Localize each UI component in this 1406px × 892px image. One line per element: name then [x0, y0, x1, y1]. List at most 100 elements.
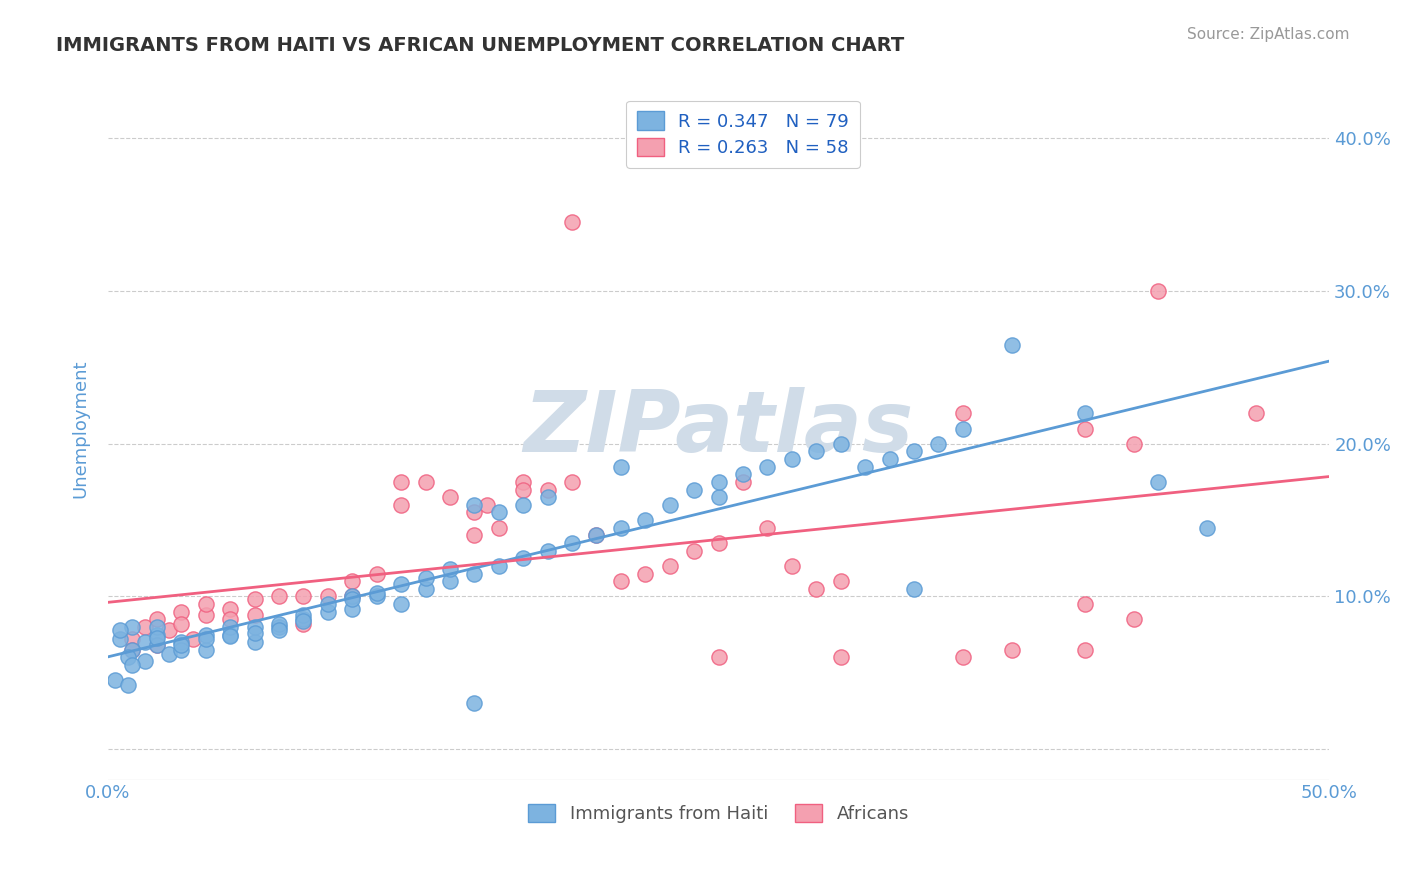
Point	[585, 528, 607, 542]
Point	[537, 483, 560, 497]
Point	[1122, 437, 1144, 451]
Point	[756, 459, 779, 474]
Point	[243, 592, 266, 607]
Point	[170, 643, 193, 657]
Point	[658, 498, 681, 512]
Point	[658, 558, 681, 573]
Point	[117, 678, 139, 692]
Point	[183, 632, 205, 647]
Point	[415, 582, 437, 596]
Point	[1074, 406, 1097, 420]
Point	[439, 562, 461, 576]
Point	[219, 601, 242, 615]
Point	[389, 475, 412, 489]
Point	[389, 597, 412, 611]
Point	[952, 406, 974, 420]
Point	[366, 590, 388, 604]
Point	[561, 536, 583, 550]
Point	[415, 475, 437, 489]
Point	[117, 650, 139, 665]
Point	[1244, 406, 1267, 420]
Point	[108, 623, 131, 637]
Point	[121, 620, 143, 634]
Point	[342, 601, 364, 615]
Point	[219, 620, 242, 634]
Point	[756, 521, 779, 535]
Point	[1197, 521, 1219, 535]
Point	[134, 635, 156, 649]
Legend: Immigrants from Haiti, Africans: Immigrants from Haiti, Africans	[517, 793, 920, 834]
Point	[707, 650, 730, 665]
Point	[463, 696, 485, 710]
Point	[170, 605, 193, 619]
Point	[879, 452, 901, 467]
Point	[415, 571, 437, 585]
Point	[146, 638, 169, 652]
Point	[683, 543, 706, 558]
Point	[952, 421, 974, 435]
Point	[634, 513, 657, 527]
Point	[121, 632, 143, 647]
Point	[463, 528, 485, 542]
Point	[512, 475, 534, 489]
Point	[267, 623, 290, 637]
Point	[194, 627, 217, 641]
Point	[610, 459, 633, 474]
Point	[561, 215, 583, 229]
Point	[1074, 421, 1097, 435]
Point	[342, 592, 364, 607]
Point	[537, 543, 560, 558]
Point	[731, 467, 754, 482]
Point	[1074, 597, 1097, 611]
Point	[134, 620, 156, 634]
Point	[316, 605, 339, 619]
Point	[439, 574, 461, 589]
Point	[830, 650, 852, 665]
Point	[780, 558, 803, 573]
Point	[108, 632, 131, 647]
Point	[439, 490, 461, 504]
Point	[463, 506, 485, 520]
Point	[146, 631, 169, 645]
Point	[316, 590, 339, 604]
Point	[292, 607, 315, 622]
Point	[610, 521, 633, 535]
Point	[585, 528, 607, 542]
Point	[927, 437, 949, 451]
Point	[243, 607, 266, 622]
Point	[170, 616, 193, 631]
Point	[219, 612, 242, 626]
Point	[610, 574, 633, 589]
Point	[267, 616, 290, 631]
Point	[488, 558, 510, 573]
Point	[157, 623, 180, 637]
Point	[707, 490, 730, 504]
Point	[292, 614, 315, 628]
Point	[146, 627, 169, 641]
Point	[292, 612, 315, 626]
Point	[292, 616, 315, 631]
Point	[853, 459, 876, 474]
Text: Source: ZipAtlas.com: Source: ZipAtlas.com	[1187, 27, 1350, 42]
Point	[634, 566, 657, 581]
Point	[243, 635, 266, 649]
Y-axis label: Unemployment: Unemployment	[72, 359, 89, 498]
Point	[512, 483, 534, 497]
Point	[292, 590, 315, 604]
Point	[243, 626, 266, 640]
Point	[243, 620, 266, 634]
Point	[366, 586, 388, 600]
Point	[1147, 284, 1170, 298]
Point	[146, 620, 169, 634]
Point	[707, 536, 730, 550]
Point	[830, 574, 852, 589]
Point	[903, 582, 925, 596]
Point	[219, 629, 242, 643]
Point	[134, 654, 156, 668]
Point	[537, 490, 560, 504]
Point	[342, 590, 364, 604]
Point	[683, 483, 706, 497]
Text: IMMIGRANTS FROM HAITI VS AFRICAN UNEMPLOYMENT CORRELATION CHART: IMMIGRANTS FROM HAITI VS AFRICAN UNEMPLO…	[56, 36, 904, 54]
Point	[488, 506, 510, 520]
Point	[389, 498, 412, 512]
